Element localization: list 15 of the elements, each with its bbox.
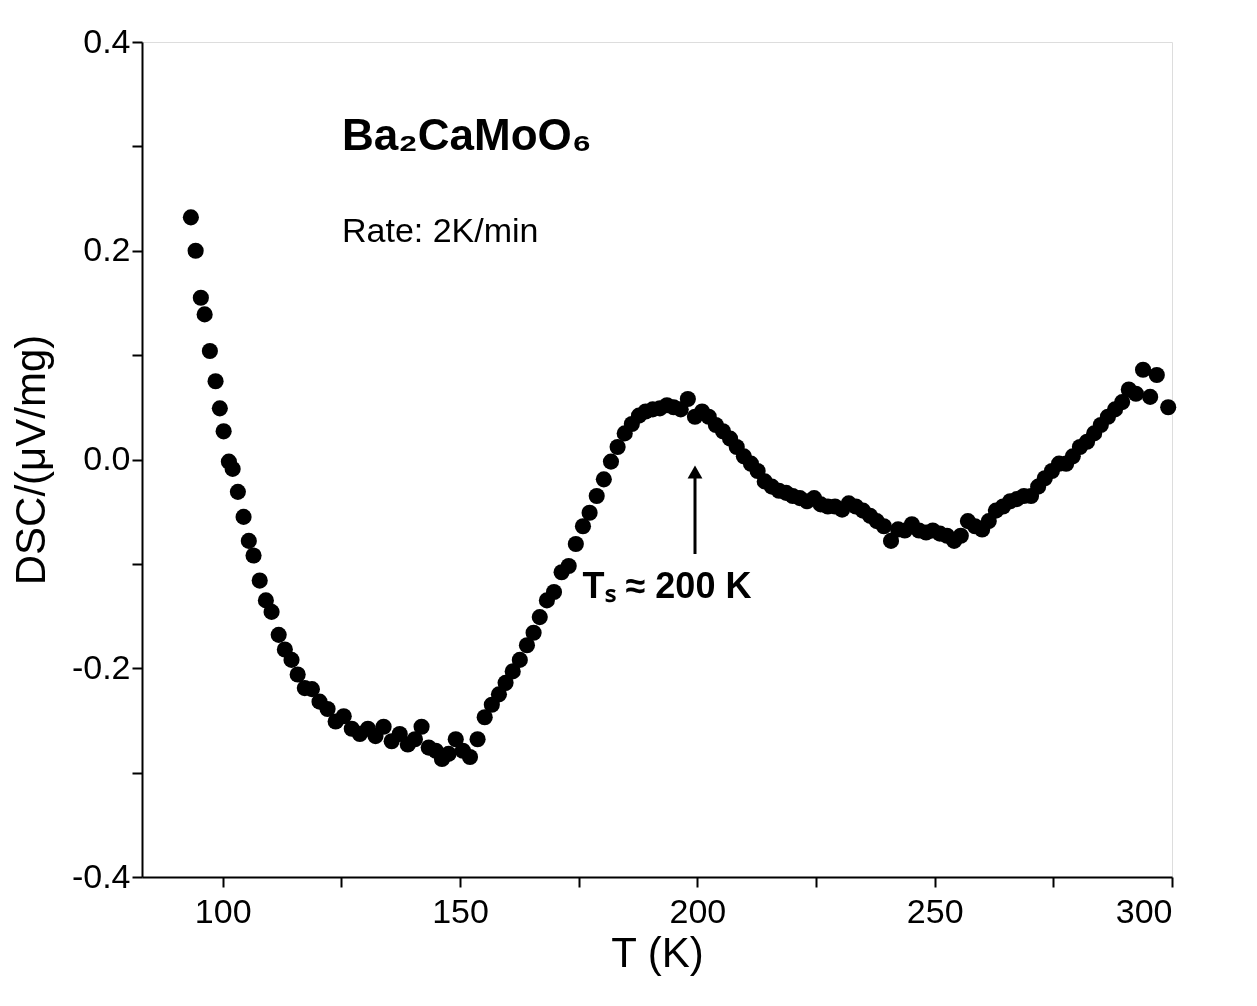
- annotation: Rate: 2K/min: [342, 211, 539, 249]
- x-tick-label: 200: [669, 891, 727, 930]
- x-tick-label: 150: [432, 891, 489, 930]
- x-tick-label: 300: [1115, 891, 1173, 930]
- y-tick-label: -0.4: [71, 856, 131, 895]
- x-tick-label: 100: [194, 891, 252, 930]
- annotation: Ba₂CaMoO₆: [342, 110, 592, 159]
- x-axis-title: T (K): [611, 928, 704, 976]
- annotation: Tₛ ≈ 200 K: [582, 565, 752, 606]
- y-tick-label: 0.2: [83, 230, 131, 269]
- x-tick-label: 250: [906, 891, 964, 930]
- y-tick-label: 0.4: [83, 21, 131, 60]
- y-tick-label: -0.2: [71, 647, 131, 686]
- y-axis-title: DSC/(μV/mg): [6, 334, 54, 586]
- y-tick-label: 0.0: [83, 439, 131, 477]
